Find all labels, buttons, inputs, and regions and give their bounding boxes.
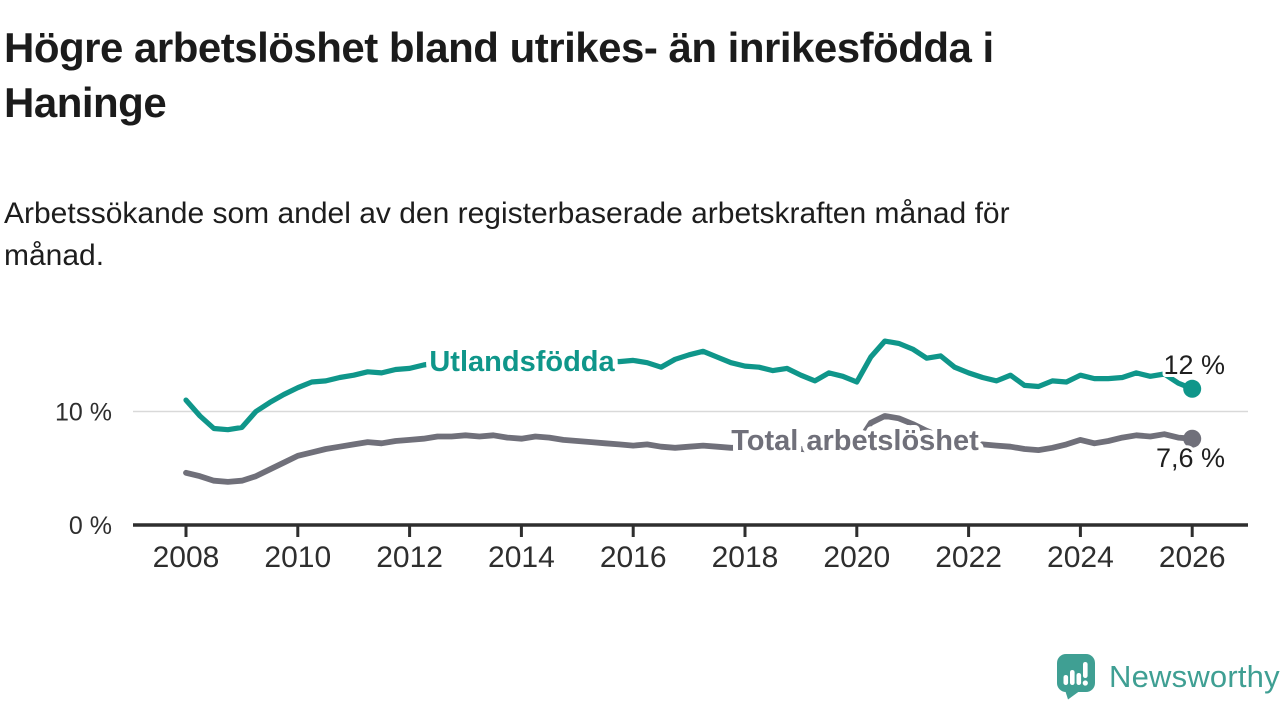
bar-chart-bar-medium [1076, 673, 1082, 685]
chart-subtitle-line-1: Arbetssökande som andel av den registerb… [4, 197, 1010, 230]
chart-subtitle-line-2: månad. [4, 239, 105, 272]
chart-subtitle: Arbetssökande som andel av den registerb… [4, 193, 1234, 277]
series-line-utlandsfodda [183, 338, 1195, 433]
chart-title-line-1: Högre arbetslöshet bland utrikes- än inr… [4, 24, 994, 71]
bar-chart-bar-tall [1070, 670, 1075, 685]
chart-title: Högre arbetslöshet bland utrikes- än inr… [4, 20, 1234, 130]
speech-bubble-tail [1065, 690, 1081, 700]
x-axis-label-2024: 2024 [1047, 541, 1114, 574]
x-axis-label-2018: 2018 [712, 541, 779, 574]
series-label-utlandsfodda: Utlandsfödda [429, 346, 615, 378]
series-end-value-total: 7,6 % [1156, 443, 1225, 473]
speech-bubble-shape [1057, 654, 1095, 692]
y-axis-label-0pct: 0 % [69, 512, 112, 540]
series-endpoint-dot-utlandsfodda [1183, 379, 1202, 398]
series-label-total: Total arbetslöshet [731, 425, 979, 457]
exclamation-dot [1082, 680, 1088, 686]
x-axis-label-2014: 2014 [488, 541, 555, 574]
chart-title-line-2: Haninge [4, 79, 167, 126]
series-endpoint-dot-total [1183, 429, 1202, 448]
newsworthy-logo: Newsworthy [1056, 653, 1280, 700]
x-axis-label-2026: 2026 [1159, 541, 1226, 574]
y-axis-label-10pct: 10 % [55, 399, 112, 427]
newsworthy-logo-text: Newsworthy [1109, 658, 1280, 694]
x-axis-label-2016: 2016 [600, 541, 667, 574]
x-axis-label-2020: 2020 [823, 541, 890, 574]
series-line-total [183, 413, 1196, 485]
x-axis-label-2022: 2022 [935, 541, 1002, 574]
x-axis-label-2012: 2012 [376, 541, 443, 574]
series-end-value-utlandsfodda: 12 % [1163, 350, 1225, 380]
bar-chart-bar-small [1063, 675, 1069, 685]
newsworthy-logo-icon [1057, 654, 1095, 700]
x-axis-label-2008: 2008 [153, 541, 220, 574]
exclamation-bar [1083, 662, 1088, 678]
chart-header: Högre arbetslöshet bland utrikes- än inr… [4, 20, 1234, 130]
x-axis-label-2010: 2010 [264, 541, 331, 574]
